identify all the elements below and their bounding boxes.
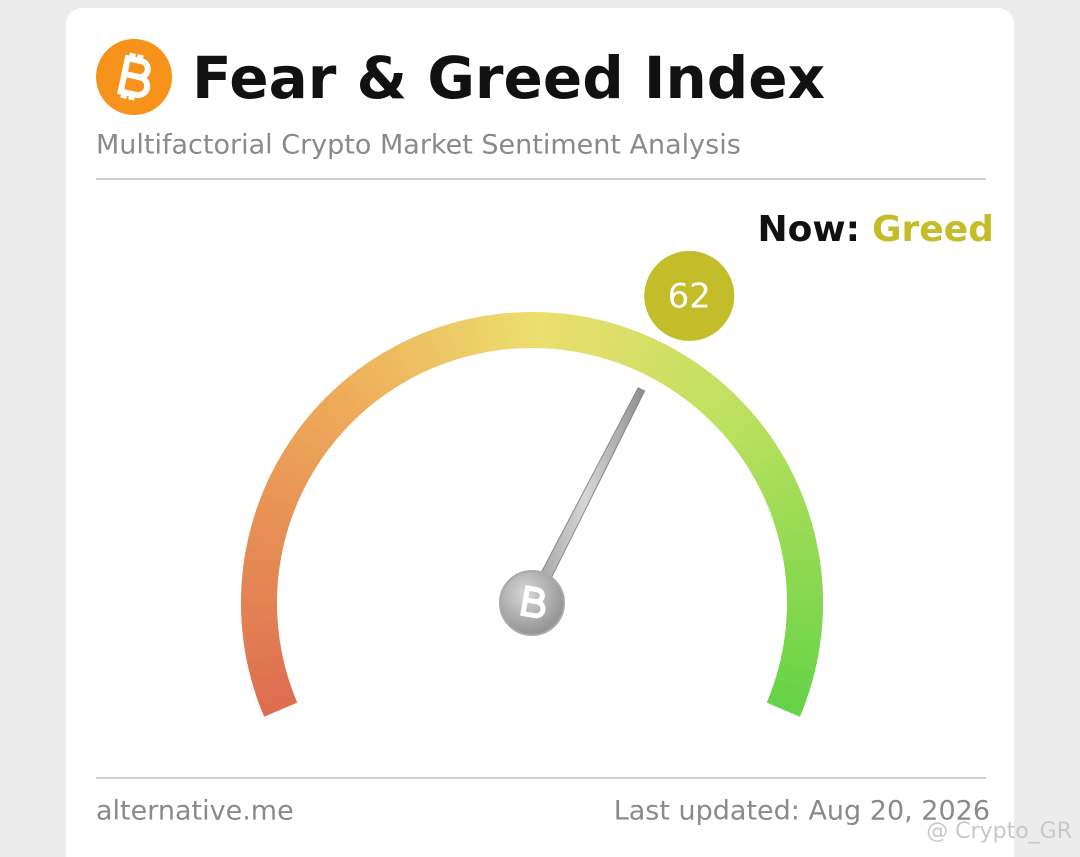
hub-logo: [520, 585, 546, 619]
card: [66, 8, 1014, 857]
subtitle: Multifactorial Crypto Market Sentiment A…: [96, 130, 741, 161]
last-updated: Last updated: Aug 20, 2026: [614, 796, 990, 827]
now-label: Now:: [757, 209, 860, 250]
bitcoin-logo: [96, 39, 172, 115]
gauge: 62: [241, 250, 823, 717]
value-label: 62: [668, 276, 711, 316]
gauge-arc-segment: [766, 694, 804, 717]
value-bubble: [644, 250, 735, 341]
status-label: Greed: [872, 209, 994, 250]
title: Fear & Greed Index: [192, 44, 825, 112]
watermark: @ Crypto_GR: [926, 819, 1072, 844]
source: alternative.me: [96, 796, 294, 827]
